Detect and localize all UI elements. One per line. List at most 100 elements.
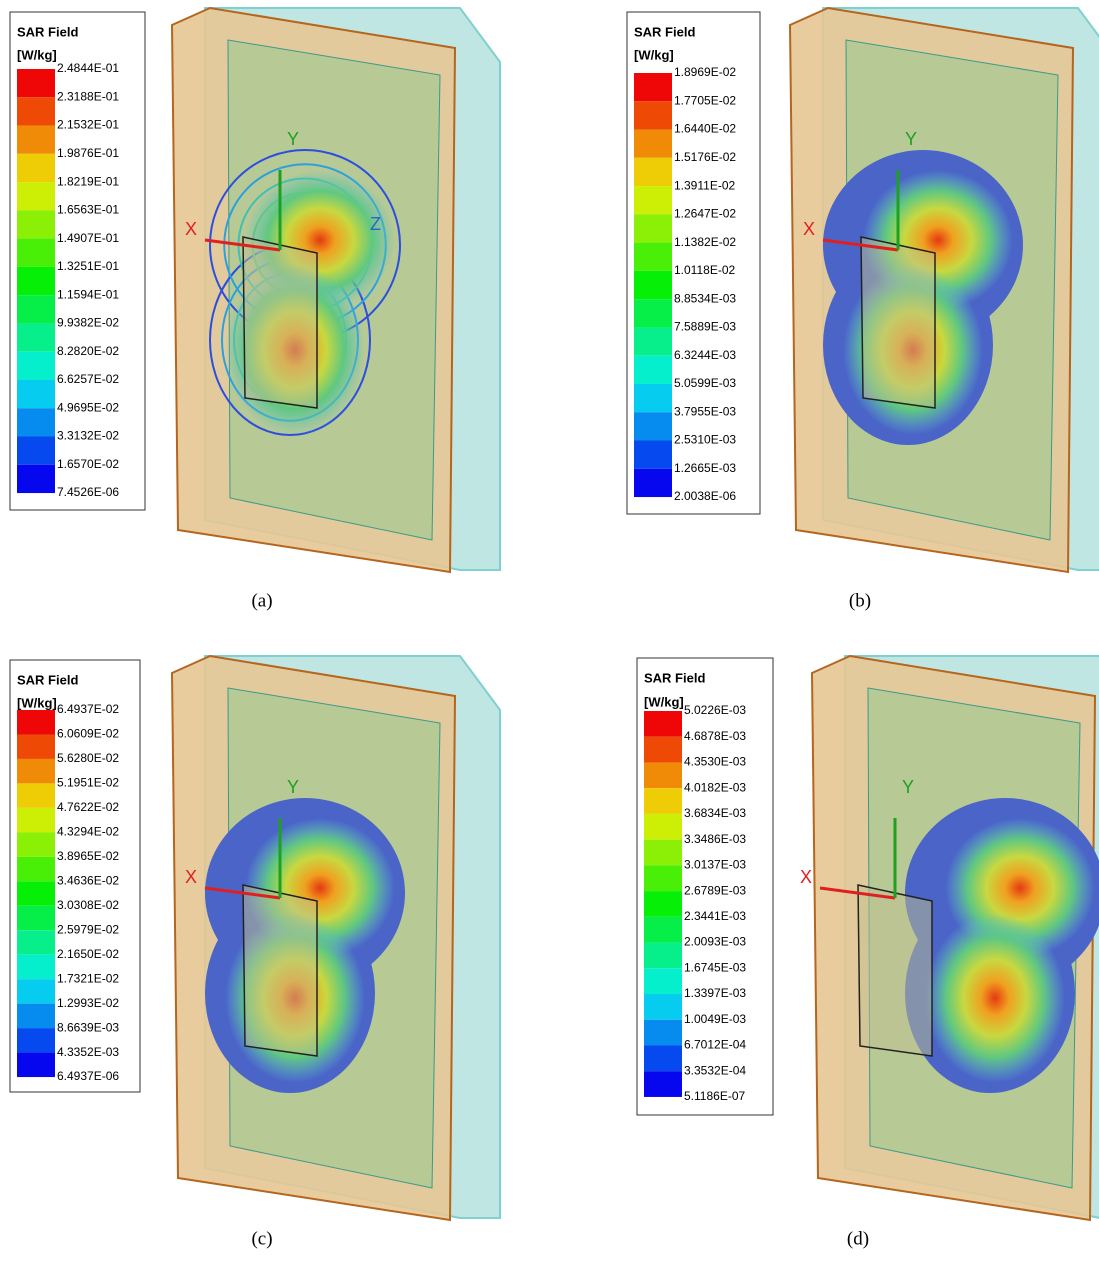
legend-label: 3.8965E-02 xyxy=(57,849,119,863)
color-swatch xyxy=(17,239,55,267)
legend-unit: [W/kg] xyxy=(644,694,684,709)
color-swatch xyxy=(634,441,672,469)
caption: (b) xyxy=(849,590,871,611)
antenna xyxy=(858,885,932,1056)
legend-label: 3.3532E-04 xyxy=(684,1063,746,1077)
color-swatch xyxy=(644,1020,682,1046)
legend-label: 6.7012E-04 xyxy=(684,1038,746,1052)
legend-label: 5.6280E-02 xyxy=(57,751,119,765)
legend-label: 1.0049E-03 xyxy=(684,1012,746,1026)
caption: (c) xyxy=(251,1228,272,1249)
axis-label: Y xyxy=(902,777,914,797)
legend-label: 6.0609E-02 xyxy=(57,727,119,741)
color-swatch xyxy=(634,73,672,101)
legend-label: 1.6563E-01 xyxy=(57,203,119,217)
legend-label: 2.3188E-01 xyxy=(57,89,119,103)
legend-label: 1.2993E-02 xyxy=(57,996,119,1010)
legend-label: 1.6745E-03 xyxy=(684,960,746,974)
color-swatch xyxy=(17,380,55,408)
legend-label: 1.8219E-01 xyxy=(57,174,119,188)
color-swatch xyxy=(634,214,672,242)
legend-label: 4.3294E-02 xyxy=(57,825,119,839)
legend-label: 4.3530E-03 xyxy=(684,755,746,769)
color-swatch xyxy=(17,437,55,465)
legend-label: 1.3397E-03 xyxy=(684,986,746,1000)
color-swatch xyxy=(17,1004,55,1028)
legend-label: 2.1650E-02 xyxy=(57,947,119,961)
color-swatch xyxy=(17,1028,55,1052)
hot-spot xyxy=(925,913,1065,1083)
antenna xyxy=(861,237,935,408)
legend-label: 1.5176E-02 xyxy=(674,150,736,164)
color-swatch xyxy=(644,1071,682,1097)
color-swatch xyxy=(644,814,682,840)
legend-label: 5.0599E-03 xyxy=(674,376,736,390)
color-swatch xyxy=(17,881,55,905)
panel: XYSAR Field[W/kg]5.0226E-034.6878E-034.3… xyxy=(637,656,1099,1249)
legend-label: 9.9382E-02 xyxy=(57,316,119,330)
color-swatch xyxy=(17,979,55,1003)
legend-label: 6.4937E-02 xyxy=(57,702,119,716)
color-swatch xyxy=(634,271,672,299)
color-swatch xyxy=(17,267,55,295)
legend-label: 4.3352E-03 xyxy=(57,1045,119,1059)
legend-label: 8.2820E-02 xyxy=(57,344,119,358)
antenna xyxy=(243,237,317,408)
color-swatch xyxy=(17,182,55,210)
color-swatch xyxy=(644,917,682,943)
legend-label: 2.0038E-06 xyxy=(674,489,736,503)
legend-label: 4.6878E-03 xyxy=(684,729,746,743)
color-swatch xyxy=(634,186,672,214)
legend-label: 3.0308E-02 xyxy=(57,898,119,912)
caption: (a) xyxy=(251,590,272,611)
color-swatch xyxy=(644,762,682,788)
color-swatch xyxy=(644,840,682,866)
color-swatch xyxy=(644,865,682,891)
legend-label: 1.6570E-02 xyxy=(57,457,119,471)
color-swatch xyxy=(634,299,672,327)
legend-label: 5.1951E-02 xyxy=(57,776,119,790)
legend-label: 5.1186E-07 xyxy=(684,1089,745,1103)
legend-label: 2.5310E-03 xyxy=(674,433,736,447)
color-swatch xyxy=(17,734,55,758)
color-swatch xyxy=(17,97,55,125)
axis-label: X xyxy=(185,867,197,887)
color-swatch xyxy=(17,955,55,979)
color-swatch xyxy=(17,710,55,734)
axis-label: Y xyxy=(287,129,299,149)
legend-label: 1.3251E-01 xyxy=(57,259,119,273)
color-swatch xyxy=(17,857,55,881)
axis-label: Z xyxy=(370,214,381,234)
color-swatch xyxy=(17,930,55,954)
color-swatch xyxy=(644,943,682,969)
color-swatch xyxy=(644,1045,682,1071)
legend-label: 8.8534E-03 xyxy=(674,291,736,305)
legend-label: 6.3244E-03 xyxy=(674,348,736,362)
legend-label: 1.0118E-02 xyxy=(674,263,735,277)
color-swatch xyxy=(634,130,672,158)
legend-label: 3.7955E-03 xyxy=(674,404,736,418)
caption: (d) xyxy=(847,1228,869,1249)
legend-label: 2.5979E-02 xyxy=(57,922,119,936)
color-swatch xyxy=(17,408,55,436)
legend-label: 2.1532E-01 xyxy=(57,118,119,132)
color-swatch xyxy=(644,891,682,917)
axis-label: Y xyxy=(287,777,299,797)
legend-label: 1.3911E-02 xyxy=(674,178,735,192)
antenna xyxy=(243,885,317,1056)
legend-label: 7.4526E-06 xyxy=(57,485,119,499)
color-swatch xyxy=(644,737,682,763)
color-swatch xyxy=(17,465,55,493)
legend-label: 3.4636E-02 xyxy=(57,873,119,887)
legend-label: 3.3132E-02 xyxy=(57,429,119,443)
legend-label: 3.6834E-03 xyxy=(684,806,746,820)
color-swatch xyxy=(17,1053,55,1077)
legend-label: 2.4844E-01 xyxy=(57,61,119,75)
color-swatch xyxy=(634,327,672,355)
legend-label: 5.0226E-03 xyxy=(684,703,746,717)
legend-label: 6.4937E-06 xyxy=(57,1069,119,1083)
legend-label: 1.1382E-02 xyxy=(674,235,736,249)
color-swatch xyxy=(634,412,672,440)
